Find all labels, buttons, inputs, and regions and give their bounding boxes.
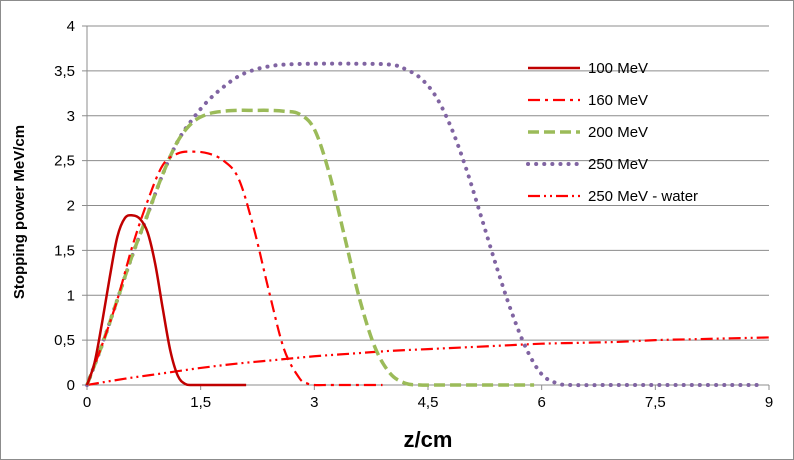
x-tick-label: 7,5 <box>645 394 666 411</box>
series-lines <box>85 61 770 388</box>
x-axis-label: z/cm <box>404 427 453 452</box>
x-tick-label: 6 <box>537 394 545 411</box>
x-tick-label: 0 <box>83 394 91 411</box>
y-tick-label: 2,5 <box>54 153 75 170</box>
legend-label-0: 100 MeV <box>588 60 648 77</box>
y-tick-label: 1 <box>67 287 75 304</box>
legend: 100 MeV 160 MeV 200 MeV 250 MeV 250 MeV - wa… <box>526 60 698 205</box>
y-tick-label: 3,5 <box>54 63 75 80</box>
legend-label-2: 200 MeV <box>588 124 648 141</box>
legend-label-4: 250 MeV - water <box>588 188 698 205</box>
grid-lines <box>87 25 769 341</box>
series-line-4 <box>86 336 770 387</box>
x-tick-label: 9 <box>765 394 773 411</box>
x-tick-label: 1,5 <box>190 394 211 411</box>
x-tick-labels: 0 1,5 3 4,5 6 7,5 9 <box>83 394 773 411</box>
legend-label-3: 250 MeV <box>588 156 648 173</box>
y-tick-label: 1,5 <box>54 242 75 259</box>
y-axis-label: Stopping power MeV/cm <box>11 125 28 299</box>
y-tick-label: 0,5 <box>54 332 75 349</box>
y-tick-label: 2 <box>67 198 75 215</box>
y-tick-label: 3 <box>67 108 75 125</box>
series-line-1 <box>85 150 383 387</box>
y-tick-label: 4 <box>67 18 75 35</box>
x-tick-label: 3 <box>310 394 318 411</box>
legend-label-1: 160 MeV <box>588 92 648 109</box>
series-line-0 <box>85 213 247 387</box>
y-tick-labels: 0 0,5 1 1,5 2 2,5 3 3,5 4 <box>54 18 75 394</box>
series-line-3 <box>85 61 764 388</box>
y-tick-label: 0 <box>67 377 75 394</box>
series-line-2 <box>85 108 535 387</box>
x-tick-label: 4,5 <box>418 394 439 411</box>
